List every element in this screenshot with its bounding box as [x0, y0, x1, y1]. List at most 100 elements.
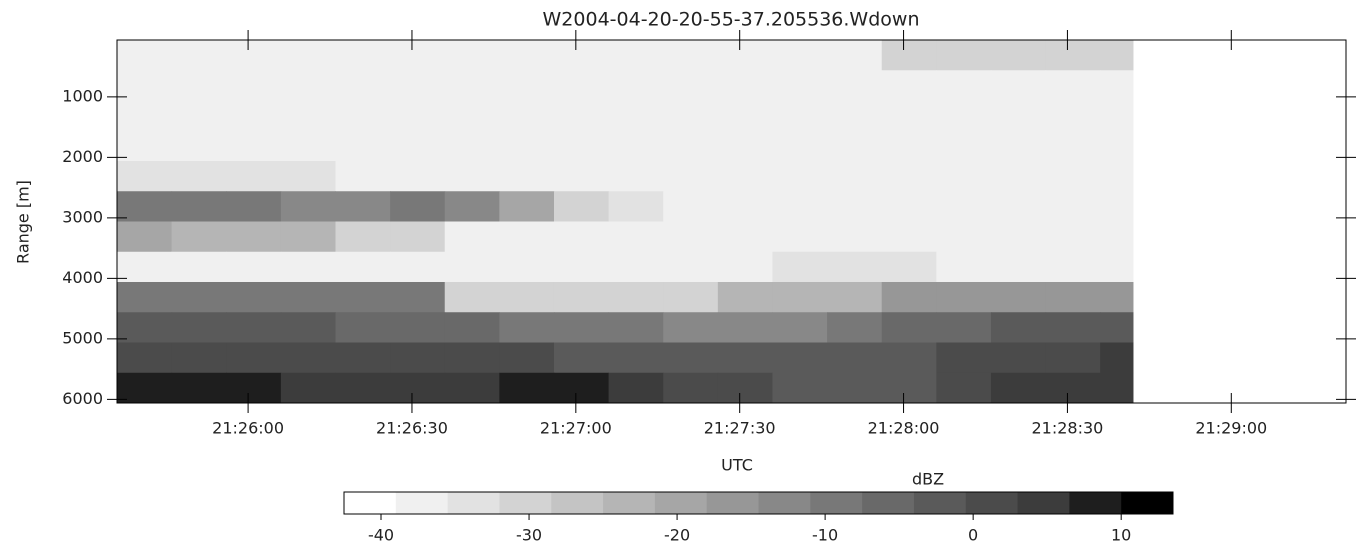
heatmap-cell	[827, 312, 883, 343]
heatmap-cell	[1045, 40, 1101, 71]
heatmap-cell	[499, 70, 555, 101]
heatmap-cell	[717, 251, 773, 283]
heatmap-cell	[280, 191, 336, 222]
heatmap-cell	[280, 221, 336, 253]
heatmap-cell	[990, 191, 1047, 222]
heatmap-cell	[499, 40, 555, 71]
heatmap-cell	[663, 70, 719, 101]
heatmap-cell	[226, 100, 282, 132]
heatmap-cell	[117, 40, 173, 71]
heatmap-cell	[717, 130, 773, 162]
heatmap-cell	[444, 251, 500, 283]
heatmap-cell	[608, 70, 664, 101]
heatmap-cell	[1045, 251, 1101, 283]
heatmap-cell	[881, 282, 937, 313]
heatmap-cell	[772, 161, 828, 192]
heatmap-cell	[280, 282, 336, 313]
x-tick-label: 21:26:00	[212, 419, 284, 438]
heatmap-cell	[499, 372, 555, 404]
colorbar-step	[654, 492, 708, 514]
heatmap-cell	[226, 312, 282, 343]
heatmap-cell	[171, 130, 227, 162]
heatmap-cell	[335, 372, 391, 404]
heatmap-cell	[827, 342, 883, 374]
heatmap-cell	[990, 40, 1047, 71]
heatmap-cell	[772, 70, 828, 101]
y-tick-label: 4000	[62, 268, 103, 287]
colorbar-label: dBZ	[912, 470, 944, 489]
heatmap-cell	[608, 282, 664, 313]
heatmap-cell	[499, 130, 555, 162]
heatmap-cell	[881, 100, 937, 132]
colorbar-step	[344, 492, 397, 514]
heatmap-cell	[827, 372, 883, 404]
heatmap-cell	[553, 342, 610, 374]
heatmap-cell	[444, 130, 500, 162]
heatmap-cell	[171, 372, 227, 404]
heatmap-cell	[280, 40, 336, 71]
heatmap-cell	[553, 40, 610, 71]
heatmap-cell	[717, 40, 773, 71]
heatmap-cell	[499, 251, 555, 283]
heatmap-cell	[171, 312, 227, 343]
heatmap-cell	[117, 161, 173, 192]
heatmap-cell	[444, 221, 500, 253]
heatmap-cell	[936, 372, 992, 404]
heatmap-cell	[335, 70, 391, 101]
colorbar-step	[758, 492, 811, 514]
heatmap-cell	[608, 372, 664, 404]
heatmap-cell	[772, 100, 828, 132]
heatmap-cell	[553, 100, 610, 132]
heatmap-cell	[1045, 191, 1101, 222]
heatmap-cell	[881, 372, 937, 404]
heatmap-cell	[1100, 372, 1134, 404]
colorbar-tick-label: -30	[516, 526, 542, 545]
colorbar-tick-label: 10	[1111, 526, 1131, 545]
heatmap-cell	[827, 100, 883, 132]
heatmap-cell	[226, 161, 282, 192]
heatmap-cell	[553, 221, 610, 253]
colorbar-step	[447, 492, 500, 514]
heatmap-cell	[390, 312, 446, 343]
heatmap-cell	[608, 40, 664, 71]
heatmap-cell	[335, 342, 391, 374]
heatmap-cell	[1100, 282, 1134, 313]
heatmap-cell	[717, 161, 773, 192]
x-tick-label: 21:27:30	[704, 419, 776, 438]
heatmap-cell	[117, 372, 173, 404]
heatmap-cell	[1100, 100, 1134, 132]
heatmap-cell	[717, 70, 773, 101]
heatmap-cell	[1045, 161, 1101, 192]
heatmap-cell	[990, 161, 1047, 192]
heatmap-cell	[608, 251, 664, 283]
heatmap-cell	[936, 221, 992, 253]
colorbar-step	[810, 492, 863, 514]
heatmap-cell	[117, 251, 173, 283]
heatmap-cell	[390, 161, 446, 192]
heatmap-cell	[608, 130, 664, 162]
heatmap-cell	[990, 221, 1047, 253]
heatmap-cell	[717, 342, 773, 374]
heatmap-cell	[717, 372, 773, 404]
heatmap-cell	[827, 40, 883, 71]
x-tick-label: 21:27:00	[540, 419, 612, 438]
heatmap-cell	[1045, 312, 1101, 343]
heatmap-cell	[117, 342, 173, 374]
heatmap-cell	[1045, 130, 1101, 162]
heatmap-cell	[444, 100, 500, 132]
x-tick-label: 21:28:00	[868, 419, 940, 438]
heatmap-cell	[772, 130, 828, 162]
heatmap-cell	[717, 191, 773, 222]
heatmap-cell	[390, 221, 446, 253]
heatmap-cell	[608, 312, 664, 343]
heatmap-cell	[117, 191, 173, 222]
heatmap-cell	[390, 70, 446, 101]
y-tick-label: 5000	[62, 328, 103, 347]
colorbar-step	[603, 492, 656, 514]
heatmap-cell	[990, 282, 1047, 313]
heatmap-cell	[772, 312, 828, 343]
heatmap-cell	[772, 342, 828, 374]
heatmap-cell	[335, 130, 391, 162]
heatmap-cell	[390, 342, 446, 374]
heatmap-cell	[390, 251, 446, 283]
